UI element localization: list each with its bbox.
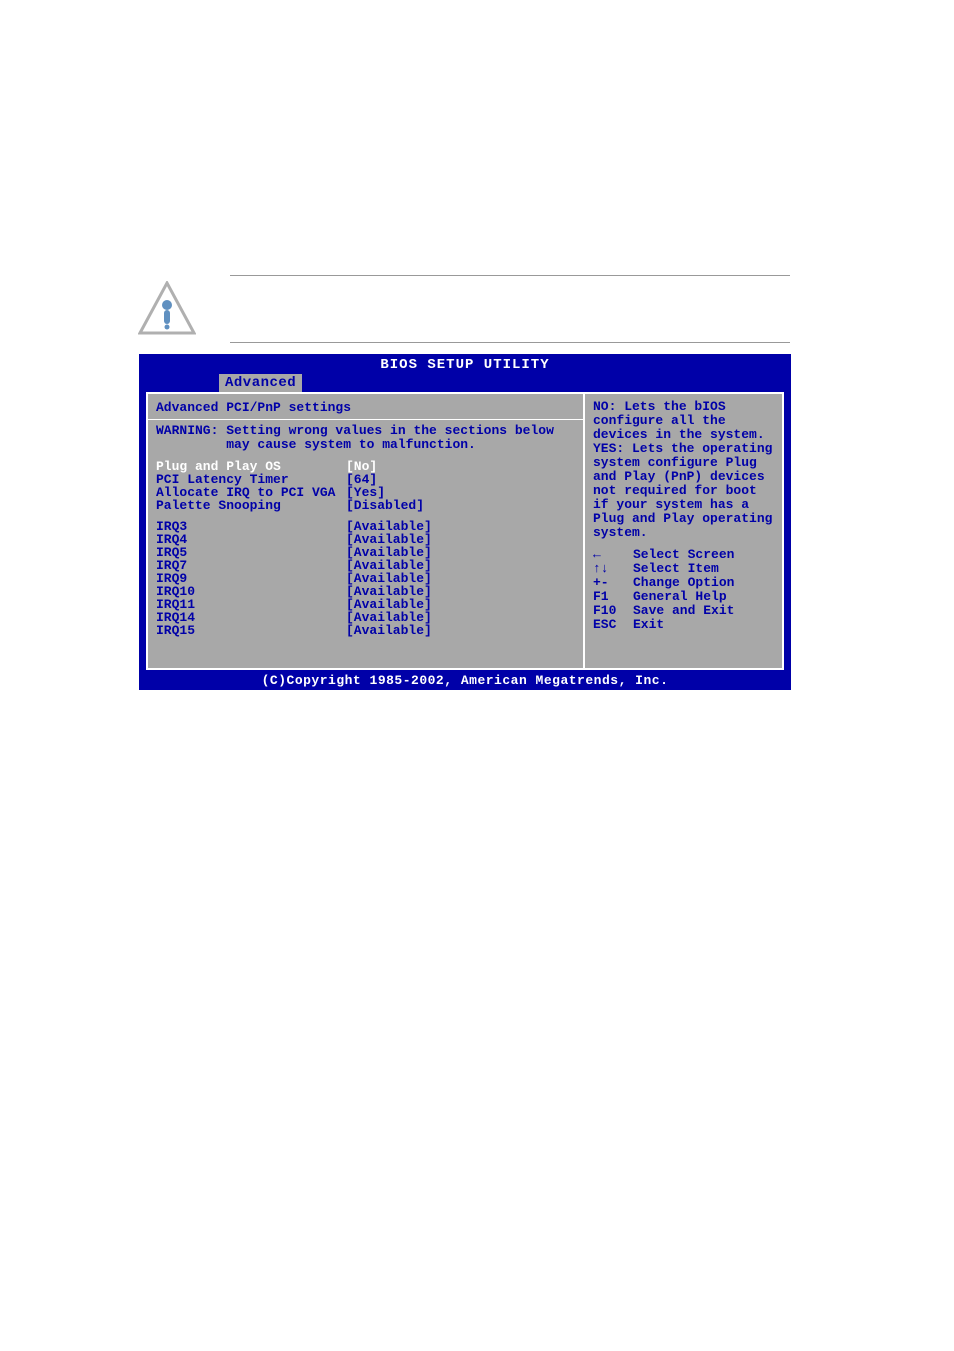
horizontal-rule	[230, 342, 790, 343]
irq-list: IRQ3[Available]IRQ4[Available]IRQ5[Avail…	[156, 520, 575, 637]
bios-left-pane: Advanced PCI/PnP settings WARNING: Setti…	[148, 394, 583, 668]
setting-row[interactable]: Palette Snooping[Disabled]	[156, 499, 575, 512]
setting-label: Palette Snooping	[156, 499, 346, 512]
nav-row: F1General Help	[593, 590, 774, 604]
irq-label: IRQ15	[156, 624, 346, 637]
nav-help: ←Select Screen↑↓Select Item+-Change Opti…	[593, 548, 774, 632]
settings-list: Plug and Play OS[No]PCI Latency Timer[64…	[156, 460, 575, 512]
nav-label: Select Item	[633, 562, 719, 576]
nav-row: ESCExit	[593, 618, 774, 632]
warning-icon	[138, 281, 196, 336]
nav-label: General Help	[633, 590, 727, 604]
tab-advanced[interactable]: Advanced	[219, 374, 302, 392]
section-title: Advanced PCI/PnP settings	[156, 400, 575, 415]
bios-right-pane: NO: Lets the bIOS configure all the devi…	[583, 394, 782, 668]
nav-row: ←Select Screen	[593, 548, 774, 562]
warning-line-2: may cause system to malfunction.	[156, 438, 575, 452]
nav-label: Exit	[633, 618, 664, 632]
page-container: BIOS SETUP UTILITY Advanced Advanced PCI…	[0, 0, 954, 1351]
nav-row: F10Save and Exit	[593, 604, 774, 618]
bios-footer: (C)Copyright 1985-2002, American Megatre…	[139, 672, 791, 690]
bios-window: BIOS SETUP UTILITY Advanced Advanced PCI…	[139, 354, 791, 690]
bios-body: Advanced PCI/PnP settings WARNING: Setti…	[146, 392, 784, 670]
help-text: NO: Lets the bIOS configure all the devi…	[593, 400, 774, 540]
nav-key: ↑↓	[593, 562, 633, 576]
nav-label: Select Screen	[633, 548, 734, 562]
nav-label: Change Option	[633, 576, 734, 590]
bios-tab-row: Advanced	[139, 374, 791, 392]
nav-key: ←	[593, 548, 633, 562]
horizontal-rule	[230, 275, 790, 276]
warning-line-1: WARNING: Setting wrong values in the sec…	[156, 424, 575, 438]
nav-key: F10	[593, 604, 633, 618]
setting-value: [Disabled]	[346, 499, 424, 512]
nav-key: ESC	[593, 618, 633, 632]
nav-key: +-	[593, 576, 633, 590]
nav-row: ↑↓Select Item	[593, 562, 774, 576]
nav-label: Save and Exit	[633, 604, 734, 618]
nav-row: +-Change Option	[593, 576, 774, 590]
irq-value: [Available]	[346, 624, 432, 637]
divider	[148, 419, 583, 420]
nav-key: F1	[593, 590, 633, 604]
bios-title: BIOS SETUP UTILITY	[139, 354, 791, 373]
irq-row[interactable]: IRQ15[Available]	[156, 624, 575, 637]
